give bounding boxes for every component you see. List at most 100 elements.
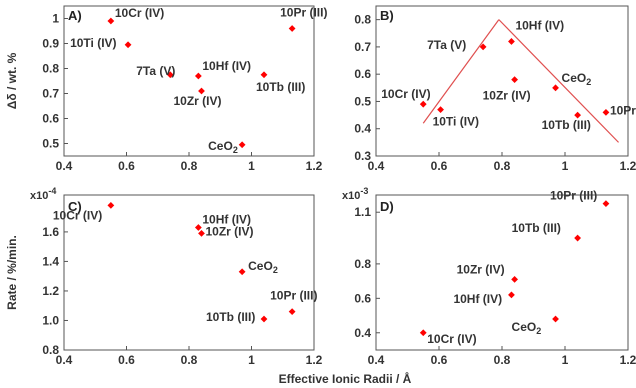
data-point-label: 10Pr (III) xyxy=(550,189,597,203)
data-point xyxy=(238,141,246,149)
data-point xyxy=(511,76,518,84)
x-tick-label: 1.2 xyxy=(306,353,323,367)
x-tick-label: 1.2 xyxy=(620,353,636,367)
x-tick-label: 0.4 xyxy=(56,159,73,173)
y-tick-label: 1.1 xyxy=(354,205,371,219)
data-point xyxy=(194,224,202,231)
data-point xyxy=(419,100,427,108)
data-point xyxy=(602,200,610,208)
y-tick-label: 0.5 xyxy=(354,94,371,108)
data-point-label: CeO2 xyxy=(248,259,278,275)
y-tick-label: 0.8 xyxy=(42,343,59,357)
y-tick-label: 0.8 xyxy=(354,257,371,271)
y-tick-label: 0.6 xyxy=(42,112,59,126)
y-tick-label: 0.5 xyxy=(42,137,59,151)
y-tick-label: 1.0 xyxy=(42,313,59,327)
y-tick-label: 1 xyxy=(52,12,59,26)
data-point xyxy=(124,41,132,49)
data-point-label: 10Zr (IV) xyxy=(457,262,505,276)
y-tick-label: 0.3 xyxy=(354,149,371,163)
data-point-label: 7Ta (V) xyxy=(136,64,175,78)
x-tick-label: 1 xyxy=(562,159,569,173)
x-tick-label: 1 xyxy=(248,159,255,173)
panel-letter: A) xyxy=(68,8,82,23)
x-tick-label: 1.2 xyxy=(620,159,636,173)
x-tick-label: 0.4 xyxy=(368,159,385,173)
data-point-label: 10Cr (IV) xyxy=(427,332,476,346)
x-tick-label: 0.6 xyxy=(118,159,135,173)
data-point xyxy=(260,71,268,79)
y-tick-label: 0.4 xyxy=(354,122,371,136)
data-point xyxy=(508,38,515,45)
data-point-label: 10Tb (III) xyxy=(206,310,255,324)
data-point xyxy=(166,71,174,79)
data-point xyxy=(288,308,296,316)
x-tick-label: 1 xyxy=(248,353,255,367)
panel-letter: B) xyxy=(380,8,394,23)
x-tick-label: 0.6 xyxy=(431,159,448,173)
y-tick-label: 0.9 xyxy=(42,37,59,51)
y-multiplier-label: x10-3 xyxy=(342,186,368,202)
panel-letter: D) xyxy=(380,199,394,214)
data-point-label: 10Cr (IV) xyxy=(381,87,430,101)
data-point xyxy=(419,329,427,337)
panel-a: A) 0.4 0.6 0.8 1 1.2 0.5 0.6 0.7 0.8 0.9 1 Δδ / wt. … xyxy=(5,5,327,173)
data-point-label: 10Ti (IV) xyxy=(433,115,479,129)
data-point-label: 10Zr (IV) xyxy=(174,94,222,108)
data-point-label: 10Ti (IV) xyxy=(70,36,116,50)
data-point-label: 10Tb (III) xyxy=(542,118,591,132)
data-point xyxy=(194,72,202,80)
y-tick-label: 1.2 xyxy=(42,284,59,298)
data-point xyxy=(602,108,610,116)
data-point-label: 10Cr (IV) xyxy=(115,6,164,20)
data-point-label: 10Zr (IV) xyxy=(206,224,254,238)
y-tick-label: 0.4 xyxy=(354,326,371,340)
y-tick-label: 0.6 xyxy=(354,291,371,305)
panel-c: C) 0.4 0.6 0.8 1 1.2 0.8 1.0 1.2 1.4 1.6 x10-4 Rate … xyxy=(5,186,323,367)
data-point-label: 10Hf (IV) xyxy=(515,18,564,32)
data-point-label: CeO2 xyxy=(208,139,238,155)
data-point xyxy=(574,111,581,119)
x-tick-label: 0.8 xyxy=(494,159,511,173)
data-point-label: CeO2 xyxy=(512,320,542,336)
x-tick-label: 0.8 xyxy=(181,353,198,367)
x-tick-label: 1 xyxy=(562,353,569,367)
data-point-label: 10Hf (IV) xyxy=(202,59,251,73)
y-tick-label: 0.6 xyxy=(354,67,371,81)
y-tick-label: 0.8 xyxy=(354,13,371,27)
data-point xyxy=(437,106,444,114)
data-point xyxy=(260,315,268,323)
x-tick-label: 0.8 xyxy=(494,353,511,367)
data-point xyxy=(238,268,246,276)
y-axis-label: Δδ / wt. % xyxy=(5,52,19,109)
data-point xyxy=(508,291,515,299)
data-point-label: 10Pr (III) xyxy=(280,6,327,20)
data-point xyxy=(288,25,296,32)
y-tick-label: 1.4 xyxy=(42,254,59,268)
data-point-label: 10Tb (III) xyxy=(512,221,561,235)
data-point-label: 10Hf (IV) xyxy=(453,292,502,306)
data-point xyxy=(552,84,559,92)
y-multiplier-label: x10-4 xyxy=(30,186,56,202)
data-point-label: 10Cr (IV) xyxy=(53,208,102,222)
y-tick-label: 0.8 xyxy=(42,62,59,76)
x-tick-label: 1.2 xyxy=(306,159,323,173)
x-tick-label: 0.6 xyxy=(431,353,448,367)
data-point-label: 7Ta (V) xyxy=(427,38,466,52)
data-point-label: 10Tb (III) xyxy=(256,80,305,94)
shared-x-axis-label: Effective Ionic Radii / Å xyxy=(279,371,412,386)
y-axis-label: Rate / %/min. xyxy=(5,235,19,310)
panels-group: A) 0.4 0.6 0.8 1 1.2 0.5 0.6 0.7 0.8 0.9 1 Δδ / wt. … xyxy=(5,5,636,367)
x-tick-label: 0.4 xyxy=(56,353,73,367)
data-point xyxy=(198,87,205,95)
trend-line xyxy=(422,19,500,124)
y-tick-label: 0.7 xyxy=(354,40,371,54)
data-point xyxy=(574,234,581,242)
y-tick-label: 1.6 xyxy=(42,225,59,239)
data-point xyxy=(552,315,559,323)
data-point xyxy=(107,17,115,25)
x-tick-label: 0.4 xyxy=(368,353,385,367)
x-tick-label: 0.8 xyxy=(181,159,198,173)
